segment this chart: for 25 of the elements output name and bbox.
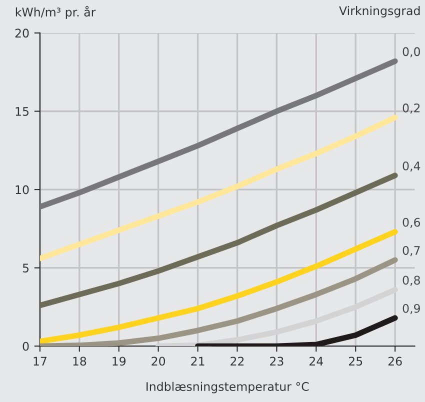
x-tick-label: 24	[310, 356, 324, 366]
x-tick-label: 25	[348, 356, 362, 366]
legend-title: Virkningsgrad	[339, 6, 420, 18]
x-axis-title: Indblæsningstemperatur °C	[146, 382, 309, 394]
y-axis-title: kWh/m³ pr. år	[16, 6, 96, 19]
series-label: 0,8	[402, 276, 420, 286]
series-label: 0,4	[402, 161, 420, 172]
x-tick-label: 22	[230, 356, 244, 366]
y-tick-label: 15	[16, 107, 28, 116]
x-tick-label: 17	[34, 356, 46, 366]
series-label: 0,0	[402, 47, 420, 58]
series-label: 0,2	[402, 104, 420, 114]
x-tick-label: 18	[73, 356, 86, 366]
series-label: 0,7	[402, 246, 420, 256]
x-tick-label: 23	[270, 356, 284, 366]
x-tick-label: 20	[152, 356, 166, 366]
series-label: 0,6	[402, 218, 420, 228]
x-tick-label: 26	[388, 356, 402, 366]
y-tick-label: 20	[15, 28, 29, 38]
x-tick-label: 21	[191, 356, 204, 366]
series-label: 0,9	[402, 304, 420, 314]
x-tick-label: 19	[112, 356, 126, 366]
y-tick-label: 0	[22, 342, 29, 351]
y-tick-label: 5	[22, 264, 28, 272]
y-tick-label: 10	[16, 185, 29, 194]
